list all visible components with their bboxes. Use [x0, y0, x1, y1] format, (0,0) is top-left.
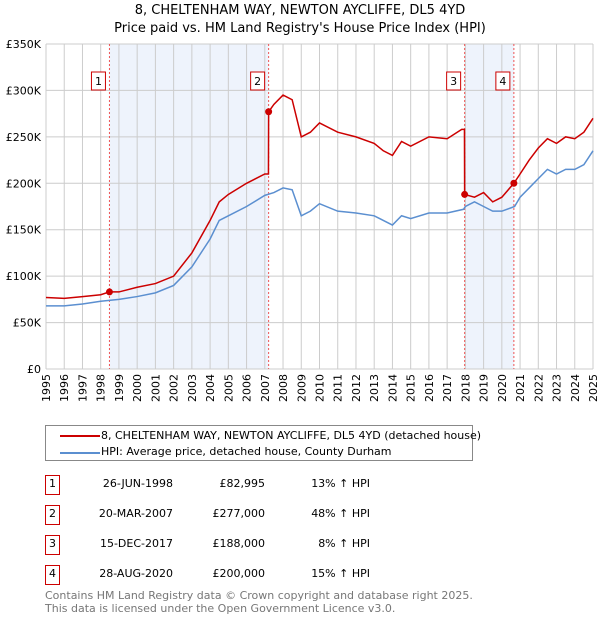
x-tick-label: 1999: [113, 374, 126, 402]
sale-number: 2: [45, 505, 60, 525]
x-tick-label: 2019: [478, 374, 491, 402]
sale-label: 1: [95, 75, 102, 88]
sale-label: 4: [499, 75, 506, 88]
x-tick-label: 2017: [441, 374, 454, 402]
shaded-period: [464, 44, 514, 369]
sale-point: [461, 190, 469, 198]
x-tick-label: 2006: [241, 374, 254, 402]
x-tick-label: 2020: [496, 374, 509, 402]
x-tick-label: 2018: [459, 374, 472, 402]
x-tick-label: 2008: [277, 374, 290, 402]
sale-row: 4 28-AUG-2020 £200,000 15% ↑ HPI: [45, 565, 445, 585]
sale-price: £200,000: [212, 567, 266, 580]
footer-copyright: Contains HM Land Registry data © Crown c…: [45, 589, 473, 602]
sale-price: £277,000: [212, 507, 266, 520]
price-line: [45, 94, 594, 300]
x-tick-label: 2024: [569, 374, 582, 402]
sale-number: 3: [45, 535, 60, 555]
x-tick-label: 2001: [149, 374, 162, 402]
x-tick-label: 2002: [168, 374, 181, 402]
x-tick-label: 2016: [423, 374, 436, 402]
legend-blue-line: [60, 452, 100, 454]
sale-number: 4: [45, 565, 60, 585]
y-tick-label: £50K: [13, 317, 42, 330]
sale-label: 2: [254, 75, 261, 88]
x-tick-label: 2021: [514, 374, 527, 402]
sale-number: 1: [45, 475, 60, 495]
legend: 8, CHELTENHAM WAY, NEWTON AYCLIFFE, DL5 …: [45, 425, 481, 461]
x-tick-label: 2011: [332, 374, 345, 402]
legend-label-hpi: HPI: Average price, detached house, Coun…: [101, 445, 392, 458]
x-tick-label: 2004: [204, 374, 217, 402]
x-tick-label: 1998: [95, 374, 108, 402]
hpi-line: [46, 150, 594, 307]
y-tick-label: £0: [27, 363, 41, 376]
sale-row: 1 26-JUN-1998 £82,995 13% ↑ HPI: [45, 475, 445, 495]
y-tick-label: £300K: [6, 84, 42, 97]
x-tick-label: 2007: [259, 374, 272, 402]
sale-date: 28-AUG-2020: [99, 567, 173, 580]
sale-date: 26-JUN-1998: [102, 477, 173, 490]
sale-label: 3: [450, 75, 457, 88]
x-tick-label: 2022: [532, 374, 545, 402]
shaded-period: [109, 44, 269, 369]
y-tick-label: £100K: [6, 270, 42, 283]
sale-label-box: [90, 71, 106, 91]
x-tick-label: 2012: [350, 374, 363, 402]
x-tick-label: 1997: [76, 374, 89, 402]
x-tick-label: 2009: [295, 374, 308, 402]
sale-row: 2 20-MAR-2007 £277,000 48% ↑ HPI: [45, 505, 445, 525]
sale-point: [510, 179, 518, 187]
x-tick-label: 2010: [314, 374, 327, 402]
sale-date: 15-DEC-2017: [99, 537, 173, 550]
legend-red-line: [60, 435, 100, 437]
footer-licence: This data is licensed under the Open Gov…: [45, 602, 396, 615]
x-tick-label: 2005: [222, 374, 235, 402]
sale-hpi-diff: 48% ↑ HPI: [311, 507, 370, 520]
sale-point: [105, 288, 113, 296]
footer: Contains HM Land Registry data © Crown c…: [45, 589, 473, 615]
y-tick-label: £150K: [6, 224, 42, 237]
x-tick-label: 2014: [386, 374, 399, 402]
sale-row: 3 15-DEC-2017 £188,000 8% ↑ HPI: [45, 535, 445, 555]
x-tick-label: 2023: [551, 374, 564, 402]
y-tick-label: £350K: [6, 38, 42, 51]
sale-hpi-diff: 8% ↑ HPI: [318, 537, 370, 550]
x-tick-label: 2003: [186, 374, 199, 402]
x-tick-label: 1995: [40, 374, 53, 402]
x-tick-label: 2025: [587, 374, 600, 402]
sale-price: £82,995: [219, 477, 266, 490]
x-tick-label: 2013: [368, 374, 381, 402]
sale-label-box: [495, 71, 511, 91]
x-tick-label: 1996: [58, 374, 71, 402]
sale-label-box: [250, 71, 266, 91]
x-tick-label: 2000: [131, 374, 144, 402]
chart-title: 8, CHELTENHAM WAY, NEWTON AYCLIFFE, DL5 …: [134, 3, 466, 18]
sale-label-box: [446, 71, 462, 91]
sale-point: [265, 108, 273, 116]
price-chart: 1995 1996 1997 1998 1999 2000 2001 2002 2003 2004…: [6, 38, 600, 402]
chart-subtitle: Price paid vs. HM Land Registry's House …: [114, 21, 486, 36]
sale-date: 20-MAR-2007: [98, 507, 173, 520]
sale-price: £188,000: [212, 537, 266, 550]
y-tick-label: £250K: [6, 131, 42, 144]
sale-hpi-diff: 15% ↑ HPI: [311, 567, 370, 580]
sale-hpi-diff: 13% ↑ HPI: [311, 477, 370, 490]
y-tick-label: £200K: [6, 177, 42, 190]
x-tick-label: 2015: [405, 374, 418, 402]
legend-label-property: 8, CHELTENHAM WAY, NEWTON AYCLIFFE, DL5 …: [101, 429, 482, 442]
